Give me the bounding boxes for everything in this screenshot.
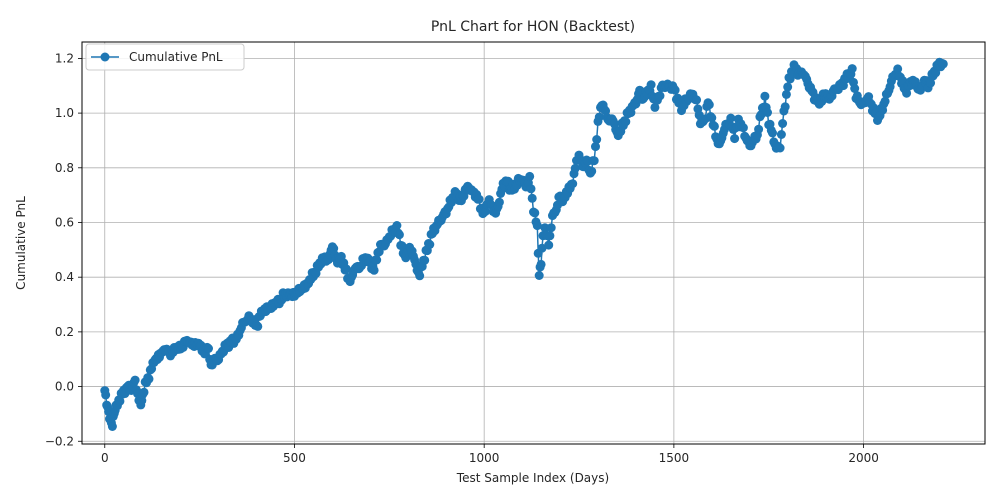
data-point <box>938 59 948 69</box>
chart-title: PnL Chart for HON (Backtest) <box>431 19 635 35</box>
data-point <box>776 130 786 139</box>
x-tick-label: 1500 <box>659 451 690 465</box>
data-point <box>781 89 791 99</box>
legend-marker-swatch <box>100 52 110 62</box>
data-point <box>902 88 912 98</box>
data-point <box>646 80 656 90</box>
data-point <box>392 221 402 230</box>
data-point <box>655 91 665 101</box>
data-point <box>532 221 542 231</box>
data-point <box>775 143 785 153</box>
data-point <box>704 100 714 110</box>
x-tick-label: 1000 <box>469 451 500 465</box>
data-point <box>394 230 404 240</box>
data-point <box>530 208 540 218</box>
y-tick-label: 0.2 <box>55 325 74 339</box>
data-point <box>545 231 555 241</box>
legend-label: Cumulative PnL <box>129 50 223 64</box>
data-point <box>931 68 941 78</box>
legend: Cumulative PnL <box>85 43 245 71</box>
data-point <box>537 243 547 253</box>
data-point <box>738 123 748 133</box>
y-tick-label: 0.0 <box>55 380 74 394</box>
data-point <box>893 64 903 74</box>
y-tick-label: 0.4 <box>55 270 74 284</box>
data-point <box>525 171 535 181</box>
y-tick-label: 1.0 <box>55 106 74 120</box>
data-point <box>107 422 117 431</box>
data-point <box>570 163 580 173</box>
data-point <box>369 265 379 275</box>
data-point <box>730 134 740 144</box>
data-point <box>926 78 936 88</box>
y-tick-label: −0.2 <box>45 434 74 448</box>
data-point <box>726 113 736 123</box>
data-point <box>425 240 435 249</box>
y-axis-label: Cumulative PnL <box>14 196 28 290</box>
data-point <box>540 223 550 233</box>
data-point <box>544 240 554 250</box>
data-point <box>101 390 111 400</box>
y-tick-label: 1.2 <box>55 51 74 65</box>
data-point <box>594 112 604 122</box>
data-point <box>850 84 860 93</box>
ticks: 0 500 1000 1500 2000 −0.2 0.0 0.2 0.4 0.6 0.8 1.0 1.… <box>45 51 879 465</box>
data-point <box>534 271 544 280</box>
data-point <box>847 64 857 74</box>
x-tick-label: 2000 <box>848 451 879 465</box>
data-point <box>754 124 764 134</box>
plot-frame <box>81 41 986 445</box>
x-tick-label: 0 <box>101 451 109 465</box>
legend-box <box>85 43 245 71</box>
data-point <box>546 223 556 233</box>
data-point <box>144 374 154 384</box>
data-point <box>527 193 537 203</box>
data-point <box>692 95 702 105</box>
data-point <box>670 85 680 95</box>
data-point <box>709 121 719 131</box>
data-point <box>415 271 425 281</box>
data-point <box>568 179 578 189</box>
data-point <box>341 264 351 274</box>
y-tick-label: 0.6 <box>55 215 74 229</box>
data-point <box>459 191 469 201</box>
x-tick-label: 500 <box>283 451 306 465</box>
data-point <box>763 108 772 117</box>
series-layer <box>100 57 948 431</box>
data-point <box>778 119 788 128</box>
data-point <box>592 135 602 144</box>
data-point <box>397 241 407 251</box>
y-tick-label: 0.8 <box>55 161 74 175</box>
data-point <box>253 321 263 331</box>
data-point <box>474 194 484 204</box>
data-point <box>707 113 717 123</box>
data-point <box>591 142 600 152</box>
data-point <box>372 255 382 265</box>
x-axis-label: Test Sample Index (Days) <box>456 471 609 485</box>
data-point <box>115 396 125 406</box>
data-point <box>650 102 660 112</box>
data-point <box>494 197 504 207</box>
data-point <box>480 206 490 216</box>
data-point <box>587 166 597 176</box>
data-point <box>526 184 536 194</box>
data-point <box>130 375 140 385</box>
data-point <box>204 344 213 353</box>
data-point <box>880 96 890 106</box>
data-point <box>780 102 790 112</box>
series-markers <box>100 57 948 431</box>
data-point <box>768 128 777 138</box>
data-point <box>589 156 599 166</box>
data-point <box>760 91 770 101</box>
data-point <box>783 82 793 92</box>
data-point <box>139 387 149 397</box>
data-point <box>536 259 546 269</box>
data-point <box>621 117 631 127</box>
data-point <box>420 255 430 265</box>
